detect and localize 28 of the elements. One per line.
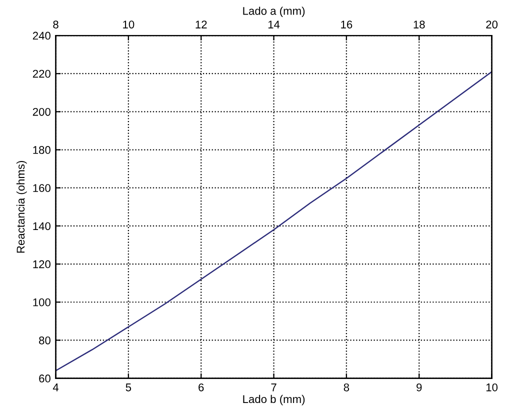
x-tick-label: 5 xyxy=(126,384,132,392)
x2-tick-label: 10 xyxy=(123,20,134,28)
y-tick-label: 220 xyxy=(32,70,50,78)
y-tick-label: 200 xyxy=(32,108,50,116)
x-tick-label: 6 xyxy=(198,383,204,392)
y-tick-label: 160 xyxy=(33,184,50,192)
x2-tick-label: 18 xyxy=(414,20,425,28)
x-tick-label: 4 xyxy=(52,384,59,392)
x-axis-title: Lado b (mm) xyxy=(243,394,305,406)
y-tick-label: 140 xyxy=(33,222,50,230)
x2-tick-label: 14 xyxy=(268,20,280,28)
x-tick-label: 7 xyxy=(271,384,276,392)
y-tick-label: 80 xyxy=(39,336,50,344)
x2-tick-label: 12 xyxy=(196,20,207,28)
x-tick-label: 9 xyxy=(416,383,422,392)
x-tick-label: 8 xyxy=(344,383,350,392)
x2-axis-title: Lado a (mm) xyxy=(243,6,305,18)
x2-tick-label: 16 xyxy=(341,20,352,28)
y-tick-label: 60 xyxy=(39,374,50,382)
x2-tick-label: 8 xyxy=(53,20,58,28)
x2-tick-label: 20 xyxy=(486,20,498,28)
x-tick-label: 10 xyxy=(486,383,498,392)
y-tick-label: 100 xyxy=(33,298,50,306)
y-tick-label: 240 xyxy=(32,32,50,40)
line-series xyxy=(56,71,492,372)
y-tick-label: 120 xyxy=(33,260,50,268)
y-axis-title: Reactancia (ohms) xyxy=(16,160,27,253)
y-tick-label: 180 xyxy=(33,146,50,154)
